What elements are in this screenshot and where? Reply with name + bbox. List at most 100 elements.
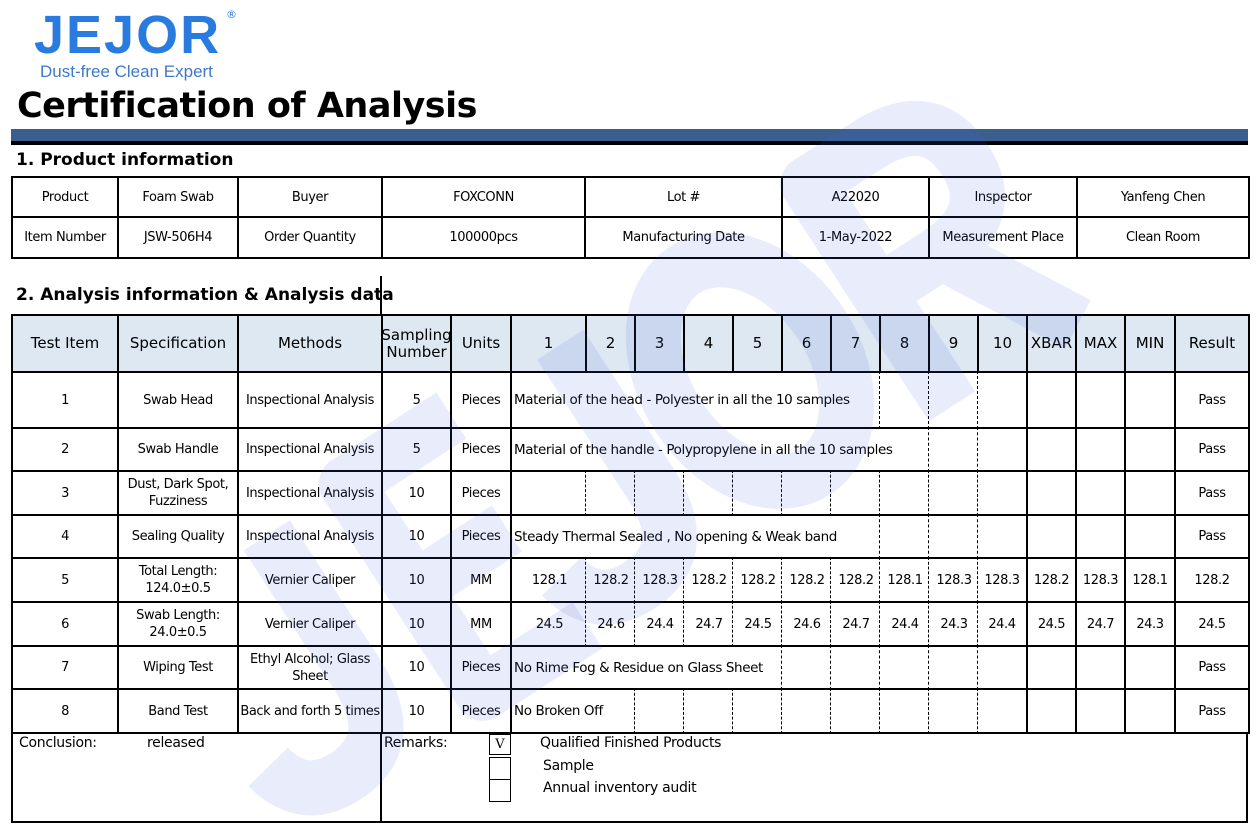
sample-value-1: [510, 688, 587, 734]
cell-method: Inspectional Analysis: [237, 470, 383, 516]
sample-value-10: [977, 688, 1028, 734]
cell-xbar: [1026, 514, 1077, 559]
sample-value-7: [830, 688, 881, 734]
sample-value-10: [977, 371, 1028, 429]
sample-value-1: [510, 470, 587, 516]
section2-heading: 2. Analysis information & Analysis data: [16, 285, 394, 305]
cell-max: 128.3: [1075, 557, 1126, 603]
column-header: Specification: [117, 314, 239, 373]
column-header: 9: [928, 314, 979, 373]
sample-value-5: 128.2: [732, 557, 783, 603]
cell-units: Pieces: [450, 688, 512, 734]
sample-value-3: 128.3: [634, 557, 685, 603]
cell-result: Pass: [1174, 645, 1250, 690]
option-sample: Sample: [543, 758, 594, 774]
cell-xbar: [1026, 470, 1077, 516]
cell-units: MM: [450, 601, 512, 647]
product-info-cell: Order Quantity: [237, 216, 383, 259]
conclusion-value: released: [147, 735, 205, 751]
sample-value-5: [732, 470, 783, 516]
observation-note: Material of the head - Polyester in all …: [512, 373, 850, 427]
product-info-cell: A22020: [781, 176, 930, 218]
cell-min: 24.3: [1124, 601, 1176, 647]
cell-item: 1: [11, 371, 119, 429]
sample-value-3: [634, 688, 685, 734]
cell-item: 7: [11, 645, 119, 690]
sample-value-3: 24.4: [634, 601, 685, 647]
title-divider: [11, 129, 1248, 145]
cell-sampling: 5: [381, 371, 452, 429]
sample-value-4: 24.7: [683, 601, 734, 647]
product-info-cell: Inspector: [928, 176, 1078, 218]
column-header: Units: [450, 314, 512, 373]
cell-min: [1124, 427, 1176, 472]
cell-sampling: 10: [381, 557, 452, 603]
sample-value-6: 128.2: [781, 557, 832, 603]
product-info-cell: JSW-506H4: [117, 216, 239, 259]
cell-method: Inspectional Analysis: [237, 371, 383, 429]
registered-mark: ®: [226, 8, 237, 21]
sample-value-6: [781, 688, 832, 734]
cell-max: [1075, 427, 1126, 472]
sample-value-9: [928, 371, 979, 429]
cell-xbar: [1026, 645, 1077, 690]
sample-value-6: 24.6: [781, 601, 832, 647]
column-header: 8: [879, 314, 930, 373]
sample-value-7: 128.2: [830, 557, 881, 603]
cell-result: Pass: [1174, 371, 1250, 429]
cell-units: MM: [450, 557, 512, 603]
column-header: 3: [634, 314, 685, 373]
column-header: 5: [732, 314, 783, 373]
sample-value-1: 24.5: [510, 601, 587, 647]
cell-item: 3: [11, 470, 119, 516]
column-header: Test Item: [11, 314, 119, 373]
cell-max: [1075, 371, 1126, 429]
cell-result: 24.5: [1174, 601, 1250, 647]
cell-sampling: 10: [381, 645, 452, 690]
cell-result: Pass: [1174, 514, 1250, 559]
product-info-cell: 1-May-2022: [781, 216, 930, 259]
sample-value-2: 128.2: [585, 557, 636, 603]
cell-units: Pieces: [450, 645, 512, 690]
cell-min: [1124, 371, 1176, 429]
cell-item: 2: [11, 427, 119, 472]
cell-min: [1124, 688, 1176, 734]
logo-wordmark: JEJOR: [34, 5, 222, 65]
sample-value-8: [879, 688, 930, 734]
checkbox-annual-audit[interactable]: [489, 779, 511, 802]
sample-value-10: [977, 514, 1028, 559]
sample-value-10: [977, 470, 1028, 516]
observation-note: Material of the handle - Polypropylene i…: [512, 429, 893, 470]
cell-method: Back and forth 5 times: [237, 688, 383, 734]
column-header: 7: [830, 314, 881, 373]
column-header: Result: [1174, 314, 1250, 373]
cell-method: Inspectional Analysis: [237, 514, 383, 559]
product-info-cell: Product: [11, 176, 119, 218]
sample-value-8: [879, 645, 930, 690]
cell-spec: Band Test: [117, 688, 239, 734]
jejor-logo: JEJOR ® Dust-free Clean Expert: [34, 5, 237, 82]
cell-result: Pass: [1174, 688, 1250, 734]
sample-value-9: [928, 645, 979, 690]
sample-value-4: 128.2: [683, 557, 734, 603]
cell-spec: Swab Head: [117, 371, 239, 429]
checkbox-sample[interactable]: [489, 757, 511, 780]
product-info-cell: Lot #: [584, 176, 783, 218]
cell-units: Pieces: [450, 470, 512, 516]
product-info-cell: Buyer: [237, 176, 383, 218]
option-annual-audit: Annual inventory audit: [543, 780, 697, 796]
sample-value-5: 24.5: [732, 601, 783, 647]
sample-value-7: [830, 514, 881, 559]
cell-sampling: 10: [381, 601, 452, 647]
checkbox-qualified[interactable]: V: [489, 734, 511, 755]
cell-sampling: 10: [381, 514, 452, 559]
cell-item: 4: [11, 514, 119, 559]
cell-spec: Wiping Test: [117, 645, 239, 690]
column-header: 10: [977, 314, 1028, 373]
cell-xbar: [1026, 688, 1077, 734]
sample-value-9: 128.3: [928, 557, 979, 603]
cell-max: 24.7: [1075, 601, 1126, 647]
cell-max: [1075, 514, 1126, 559]
product-info-cell: 100000pcs: [381, 216, 586, 259]
cell-spec: Dust, Dark Spot, Fuzziness: [117, 470, 239, 516]
